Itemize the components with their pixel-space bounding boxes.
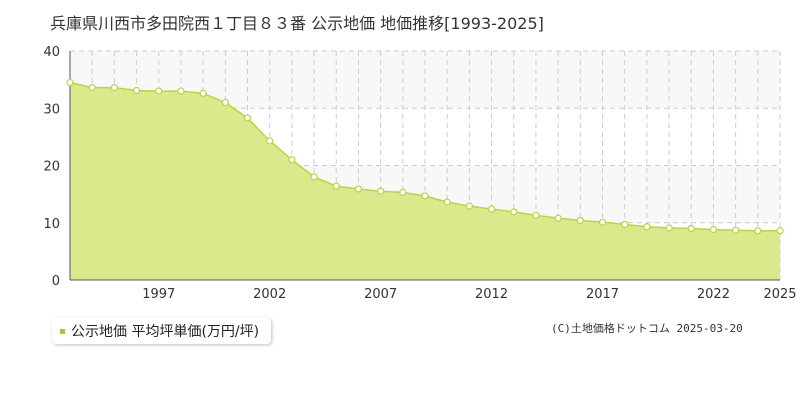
data-point [576,216,584,225]
y-tick-label: 40 [43,45,60,60]
data-point [199,89,207,97]
data-point [487,205,496,213]
x-tick-label: 2022 [697,287,730,302]
chart-title: 兵庫県川西市多田院西１丁目８３番 公示地価 地価推移[1993-2025] [50,14,544,33]
data-point [177,87,185,95]
data-point [332,182,340,190]
data-point [421,192,429,200]
data-point [221,98,229,107]
data-point [110,84,118,92]
data-point [687,224,695,233]
axes [69,51,780,281]
data-point [554,214,562,222]
credit-text: (C)土地価格ドットコム 2025-03-20 [551,322,743,335]
x-tick-label: 2017 [586,287,619,302]
data-point [732,226,740,234]
data-point [465,202,473,210]
data-point [709,226,718,234]
data-point [443,198,451,206]
data-points [66,78,784,235]
y-tick-label: 0 [52,274,60,289]
data-point [354,185,363,193]
x-tick-label: 2012 [475,287,508,302]
data-point [776,227,784,235]
data-point [598,218,607,226]
data-point [621,220,629,229]
data-point [510,208,518,216]
legend: 公示地価 平均坪単価(万円/坪) [52,318,272,344]
legend-swatch [60,328,65,334]
x-tick-label: 1997 [142,287,175,302]
area-fill [70,82,780,280]
data-point [399,188,407,197]
y-tick-label: 10 [43,217,60,232]
x-tick-label: 2002 [253,287,286,302]
y-tick-label: 30 [43,102,60,117]
data-point [310,173,318,181]
y-tick-label: 20 [43,160,60,175]
data-point [88,84,96,92]
data-point [266,137,274,145]
data-point [155,87,163,95]
x-tick-label: 2025 [763,287,796,302]
data-point [288,156,296,164]
data-point [665,224,673,232]
x-tick-label: 2007 [364,287,397,302]
data-point [243,114,252,122]
data-point [377,187,385,195]
data-point [532,211,540,219]
data-point [643,223,651,231]
data-point [132,86,141,95]
tick-labels: 0 10 20 30 40 1997 2002 2007 2012 2017 2022 2025 [43,45,796,302]
legend-label: 公示地価 平均坪単価(万円/坪) [71,324,260,340]
data-point [754,227,762,235]
data-point [66,78,74,87]
